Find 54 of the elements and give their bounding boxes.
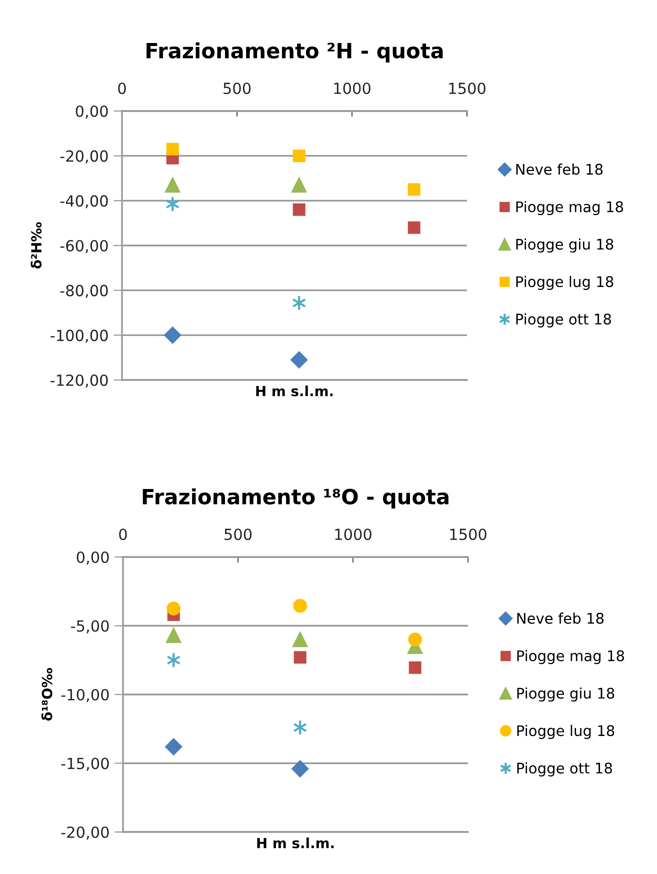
y-tick-label: -15,00 — [61, 758, 109, 771]
point — [292, 760, 309, 778]
legend-label: Piogge lug 18 — [516, 276, 614, 290]
legend-label: Neve feb 18 — [516, 164, 603, 175]
chart-title: Frazionamento ¹⁸O - quota — [142, 488, 448, 509]
point — [292, 632, 308, 648]
y-tick-label: -20,00 — [61, 826, 109, 840]
x-axis-title: H m s.l.m. — [256, 386, 333, 396]
point — [164, 177, 180, 193]
point — [408, 661, 422, 674]
point — [166, 628, 182, 644]
point — [292, 203, 306, 216]
y-tick-label: -60,00 — [60, 240, 108, 254]
legend-label: Piogge ott 18 — [516, 313, 611, 328]
x-axis-title: H m s.l.m. — [257, 838, 334, 848]
point — [166, 142, 179, 156]
legend-label: Piogge lug 18 — [517, 724, 614, 740]
legend-label: Piogge ott 18 — [517, 762, 612, 776]
point — [408, 221, 420, 234]
y-tick-label: 0,00 — [76, 551, 109, 565]
y-tick-label: 0,00 — [76, 105, 108, 119]
y-tick-label: -10,00 — [61, 688, 109, 702]
point — [408, 632, 422, 646]
x-tick-label: 1500 — [449, 82, 486, 94]
point — [164, 326, 182, 344]
point — [165, 738, 182, 756]
y-axis-title: δ¹⁸O‰ — [41, 668, 52, 721]
y-tick-label: -40,00 — [60, 195, 108, 208]
x-tick-label: 1000 — [335, 528, 372, 540]
x-tick-label: 500 — [224, 82, 251, 94]
y-tick-label: -5,00 — [71, 620, 109, 634]
y-tick-label: -20,00 — [60, 150, 108, 164]
point — [291, 177, 307, 193]
legend-label: Piogge mag 18 — [516, 200, 624, 216]
legend-label: Piogge giu 18 — [517, 687, 614, 702]
x-tick-label: 1500 — [450, 528, 486, 540]
x-tick-label: 1000 — [334, 82, 370, 94]
legend-label: Piogge giu 18 — [516, 238, 614, 253]
chart-title: Frazionamento ²H - quota — [146, 42, 443, 63]
x-tick-label: 500 — [224, 528, 252, 540]
legend-label: Neve feb 18 — [517, 612, 604, 624]
point — [408, 183, 420, 196]
point — [293, 598, 308, 613]
point — [166, 602, 181, 616]
point — [294, 651, 306, 664]
x-tick-label: 0 — [118, 82, 126, 94]
y-tick-label: -100,00 — [50, 330, 108, 343]
legend-label: Piogge mag 18 — [517, 650, 624, 664]
y-axis-title: δ²H‰ — [30, 222, 42, 269]
x-tick-label: 0 — [119, 528, 127, 540]
y-tick-label: -120,00 — [50, 374, 108, 388]
point — [290, 351, 308, 368]
point — [292, 150, 306, 162]
y-tick-label: -80,00 — [60, 284, 108, 298]
